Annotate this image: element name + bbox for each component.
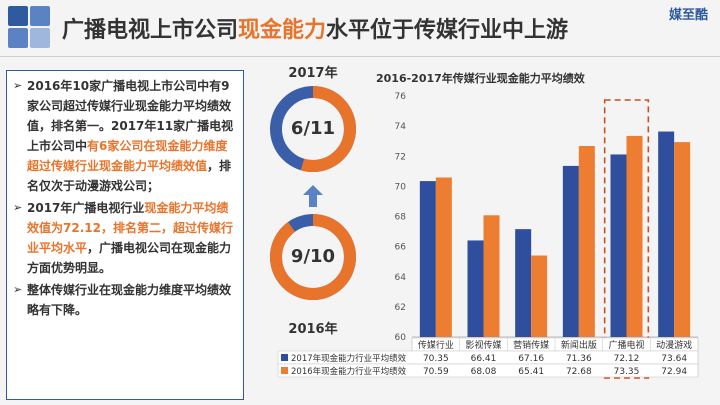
title-logo-squares xyxy=(8,6,54,50)
bar xyxy=(483,215,500,337)
data-label: 68.08 xyxy=(471,367,497,377)
x-category-label: 广播电视 xyxy=(608,339,644,351)
y-tick-label: 76 xyxy=(395,92,407,102)
p1-text-c: ，排名仅次于动漫游戏公司； xyxy=(27,159,232,193)
page-title-part2: 水平位于传媒行业中上游 xyxy=(326,18,569,43)
data-label: 72.68 xyxy=(566,367,592,377)
bar xyxy=(610,154,627,337)
bar xyxy=(515,229,532,337)
up-arrow-icon xyxy=(303,185,323,207)
y-tick-label: 74 xyxy=(395,122,407,132)
p1-text-highlight: 有6家公司在现金能力维度超过传媒行业现金能力平均绩效值 xyxy=(27,139,228,173)
data-label: 73.35 xyxy=(614,367,640,377)
bar xyxy=(435,177,452,337)
bar xyxy=(531,255,548,337)
bar xyxy=(578,146,595,337)
data-label: 73.64 xyxy=(661,354,687,364)
x-category-label: 传媒行业 xyxy=(418,339,454,351)
chart-title: 2016-2017年传媒行业现金能力平均绩效 xyxy=(376,72,585,85)
title-divider xyxy=(0,56,720,57)
title-bar: 广播电视上市公司现金能力水平位于传媒行业中上游 媒至酷 xyxy=(0,0,720,60)
data-label: 67.16 xyxy=(518,354,544,364)
logo-square xyxy=(8,28,28,48)
logo-square xyxy=(8,6,28,26)
y-tick-label: 64 xyxy=(395,273,407,283)
p2-text-c: ，广播电视公司在现金能力方面优势明显。 xyxy=(27,241,232,275)
highlight-box xyxy=(603,99,650,379)
p1-text-a: 2016年10家广播电视上市公司中有9家公司超过传媒行业现金能力平均绩效值，排名… xyxy=(27,79,234,153)
data-label: 70.59 xyxy=(423,367,449,377)
p2-text-highlight: 现金能力平均绩效值为72.12，排名第二，超过传媒行业平均水平 xyxy=(27,201,233,255)
summary-text-panel: ➢ 2016年10家广播电视上市公司中有9家公司超过传媒行业现金能力平均绩效值，… xyxy=(6,70,244,400)
ring-comparison: 2017年 6/11 9/10 2016年 xyxy=(258,60,368,350)
page-title-part1: 广播电视上市公司 xyxy=(62,18,239,43)
logo-square xyxy=(30,6,50,26)
ring-top-fill xyxy=(270,86,356,172)
summary-paragraph-3: ➢ 整体传媒行业在现金能力维度平均绩效略有下降。 xyxy=(13,280,237,320)
ring-top-value: 6/11 xyxy=(290,118,336,139)
ring-bottom-value: 9/10 xyxy=(290,246,336,267)
legend-label: 2016年现金能力行业平均绩效 xyxy=(291,366,407,377)
data-label: 65.41 xyxy=(518,367,544,377)
legend-swatch xyxy=(281,367,288,374)
y-tick-label: 66 xyxy=(395,243,407,253)
ring-top-year-label: 2017年 xyxy=(288,66,338,81)
p2-text-a: 2017年广播电视行业 xyxy=(27,201,145,215)
bar xyxy=(562,165,579,337)
y-tick-label: 70 xyxy=(395,182,407,192)
brand-logo: 媒至酷 xyxy=(668,8,708,23)
x-category-label: 营销传媒 xyxy=(513,339,549,351)
bar xyxy=(467,240,484,337)
page-title: 广播电视上市公司现金能力水平位于传媒行业中上游 xyxy=(62,12,568,44)
bar xyxy=(419,181,436,337)
y-tick-label: 68 xyxy=(395,213,407,223)
data-label: 71.36 xyxy=(566,354,592,364)
y-tick-label: 60 xyxy=(395,333,407,343)
x-category-label: 新闻出版 xyxy=(561,339,597,351)
bullet-arrow-icon: ➢ xyxy=(13,79,23,92)
data-label: 66.41 xyxy=(471,354,497,364)
ring-top-donut xyxy=(270,86,356,172)
x-category-label: 动漫游戏 xyxy=(656,339,692,351)
summary-paragraph-1: ➢ 2016年10家广播电视上市公司中有9家公司超过传媒行业现金能力平均绩效值，… xyxy=(13,76,237,196)
bar xyxy=(658,131,675,337)
legend-label: 2017年现金能力行业平均绩效 xyxy=(291,353,407,364)
y-tick-label: 72 xyxy=(395,152,406,162)
bullet-arrow-icon: ➢ xyxy=(13,283,23,296)
x-category-label: 影视传媒 xyxy=(465,339,501,351)
y-tick-label: 62 xyxy=(395,303,406,313)
ring-bottom-fill xyxy=(270,214,356,300)
ring-bottom-year-label: 2016年 xyxy=(288,322,338,337)
bar xyxy=(674,142,691,337)
legend-swatch xyxy=(281,354,288,361)
p3-text: 整体传媒行业在现金能力维度平均绩效略有下降。 xyxy=(27,283,232,317)
data-label: 72.12 xyxy=(614,354,640,364)
logo-square xyxy=(30,28,50,48)
bar xyxy=(626,135,643,337)
data-label: 72.94 xyxy=(661,367,687,377)
data-label: 70.35 xyxy=(423,354,449,364)
ring-bottom-donut xyxy=(270,214,356,300)
bullet-arrow-icon: ➢ xyxy=(13,201,23,214)
summary-paragraph-2: ➢ 2017年广播电视行业现金能力平均绩效值为72.12，排名第二，超过传媒行业… xyxy=(13,198,237,278)
page-title-highlight: 现金能力 xyxy=(238,18,327,43)
